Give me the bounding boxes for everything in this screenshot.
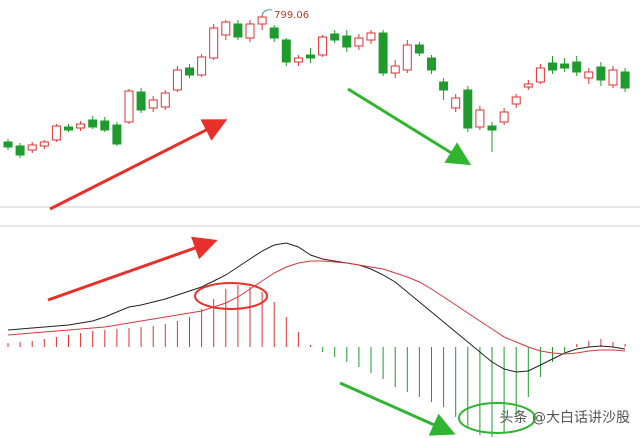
candle-body (342, 35, 352, 48)
candle-body (112, 124, 122, 145)
annotation-leader (261, 9, 273, 16)
candle-body (124, 90, 134, 123)
candle-body (560, 63, 570, 69)
candle-body (596, 66, 606, 81)
highlight-ellipse (194, 282, 268, 310)
candle-body (620, 71, 630, 89)
candle-body (269, 27, 279, 39)
candle-body (330, 33, 340, 41)
candle-body (233, 23, 243, 38)
candle-body (535, 67, 545, 83)
candle-body (463, 89, 473, 129)
candle-body (172, 69, 182, 91)
candle-body (39, 141, 49, 147)
candle-body (76, 123, 86, 129)
candle-body (499, 111, 509, 123)
candle-body (88, 119, 98, 128)
candle-body (306, 54, 315, 59)
candle-body (160, 92, 170, 108)
candle-body (3, 141, 13, 148)
candle-body (451, 97, 461, 109)
candle-body (378, 32, 388, 74)
candle-body (366, 32, 376, 41)
annotations (47, 87, 536, 436)
candle-body (439, 81, 449, 91)
candle-body (487, 125, 497, 131)
candle-body (572, 61, 582, 73)
candle-body (185, 67, 194, 76)
candle-body (584, 71, 594, 79)
candle-body (136, 91, 146, 111)
candle-body (354, 37, 364, 47)
plot-area: 799.06 (3, 9, 630, 437)
annotation: 799.06 (274, 10, 309, 21)
macd-line (7, 260, 626, 355)
macd-line (7, 242, 626, 373)
candle-body (608, 69, 618, 86)
candle-body (15, 145, 25, 156)
arrow (347, 87, 472, 166)
candle-body (100, 120, 110, 131)
candle-body (27, 144, 37, 151)
candle-body (51, 125, 61, 141)
arrow (49, 119, 228, 211)
candle-body (318, 36, 328, 56)
candle-body (293, 57, 303, 63)
candle-body (402, 44, 412, 71)
candle-body (148, 99, 158, 109)
candle-body (523, 83, 533, 88)
candle-body (245, 23, 255, 39)
candle-body (414, 44, 424, 54)
candle-body (475, 109, 485, 128)
candle-body (548, 62, 557, 71)
candle-body (257, 16, 267, 25)
arrow (47, 236, 218, 302)
candle-body (197, 56, 207, 76)
highlight-ellipse (458, 402, 536, 434)
candle-body (390, 65, 400, 74)
candle-body (64, 126, 73, 131)
watermark: 头条 @大白话讲沙股 (500, 409, 630, 426)
candle-body (427, 57, 436, 71)
candle-body (221, 21, 231, 36)
arrow (339, 381, 456, 436)
candle-body (511, 96, 521, 105)
candle-body (209, 27, 219, 59)
candle-body (281, 39, 291, 63)
